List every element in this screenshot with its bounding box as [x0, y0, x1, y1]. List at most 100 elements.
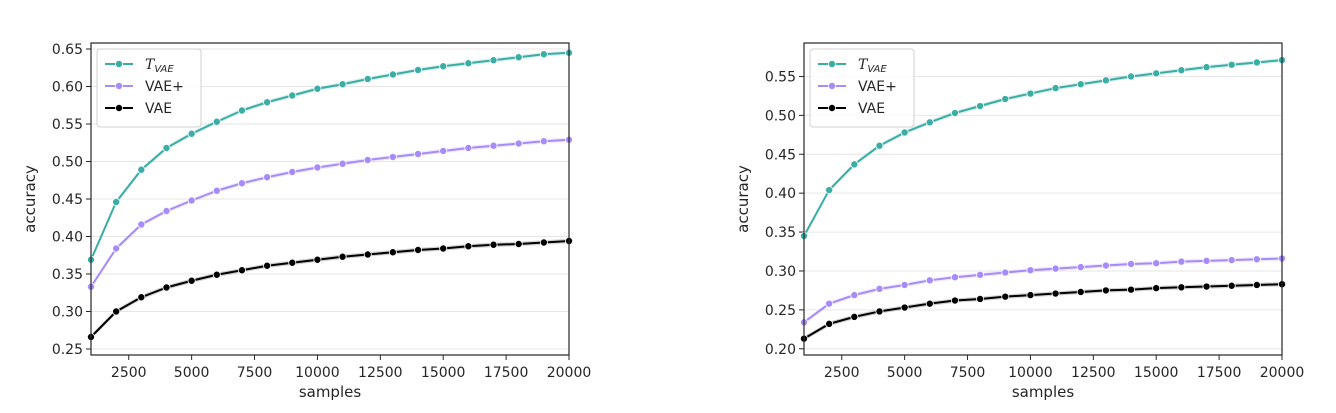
data-point [1051, 264, 1060, 273]
x-tick-label: 7500 [237, 365, 273, 381]
series-line [90, 138, 570, 288]
data-point [1101, 286, 1110, 295]
data-point [313, 163, 322, 172]
y-tick-label: 0.40 [52, 230, 83, 246]
data-point [976, 294, 985, 303]
series-vae- [87, 135, 574, 291]
series-vae- [800, 254, 1287, 327]
data-point [1026, 89, 1035, 98]
data-point [925, 118, 934, 127]
data-point [1101, 76, 1110, 85]
data-point [1026, 291, 1035, 300]
data-point [112, 244, 121, 253]
x-tick-label: 12500 [1071, 365, 1116, 381]
data-point [338, 159, 347, 168]
chart-panel-1: 0.25 0.30 0.35 0.40 0.45 0.50 0.55 0.60 0.65 2500… [21, 42, 591, 401]
legend: TVAE VAE+ VAE [809, 48, 915, 128]
x-tick-label: 15000 [1134, 365, 1179, 381]
x-tick-label: 15000 [421, 365, 466, 381]
series-vae [800, 280, 1287, 343]
data-point [1202, 256, 1211, 265]
series-line [90, 240, 570, 338]
data-point [137, 220, 146, 229]
plot-frame [803, 42, 1283, 356]
data-point [1152, 284, 1161, 293]
data-point [1152, 259, 1161, 268]
data-point [1127, 285, 1136, 294]
data-point [1051, 289, 1060, 298]
data-point [875, 307, 884, 316]
data-point [414, 245, 423, 254]
x-tick-label: 7500 [950, 365, 986, 381]
x-tick-label: 10000 [295, 365, 340, 381]
series-line [803, 283, 1283, 340]
data-point [288, 91, 297, 100]
data-point [388, 70, 397, 79]
legend-marker [828, 82, 837, 91]
data-point [825, 319, 834, 328]
data-point [489, 56, 498, 65]
data-point [850, 291, 859, 300]
data-point [363, 155, 372, 164]
data-point [263, 173, 272, 182]
data-point [313, 255, 322, 264]
data-point [137, 165, 146, 174]
data-point [439, 146, 448, 155]
data-point [313, 84, 322, 93]
x-tick-label: 20000 [1260, 365, 1305, 381]
plot-frame [90, 42, 570, 356]
series-t [800, 56, 1287, 240]
legend-marker [115, 82, 124, 91]
data-point [1127, 72, 1136, 81]
y-tick-label: 0.35 [52, 267, 83, 283]
data-point [414, 66, 423, 75]
y-axis-label: accuracy [734, 165, 752, 233]
data-point [363, 250, 372, 259]
data-point [464, 59, 473, 68]
legend-label: VAE+ [858, 79, 897, 95]
x-axis-label: samples [1012, 383, 1075, 401]
x-tick-label: 5000 [174, 365, 210, 381]
data-point [112, 197, 121, 206]
data-point [137, 293, 146, 302]
y-tick-label: 0.40 [765, 186, 796, 202]
chart-panel-2: 0.20 0.25 0.30 0.35 0.40 0.45 0.50 0.55 2500 5000… [734, 42, 1305, 401]
data-point [263, 261, 272, 270]
data-point [439, 244, 448, 253]
data-point [237, 106, 246, 115]
legend-marker [115, 60, 124, 69]
data-point [464, 143, 473, 152]
data-point [514, 53, 523, 62]
data-point [1227, 281, 1236, 290]
series-line [803, 257, 1283, 324]
data-point [1001, 268, 1010, 277]
y-tick-label: 0.30 [765, 264, 796, 280]
data-point [288, 167, 297, 176]
x-axis-label: samples [299, 383, 362, 401]
data-point [539, 50, 548, 59]
data-point [850, 312, 859, 321]
data-point [875, 141, 884, 150]
data-point [338, 252, 347, 261]
legend-label: TVAE [858, 57, 887, 75]
data-point [950, 296, 959, 305]
data-point [1252, 280, 1261, 289]
data-point [1227, 256, 1236, 265]
y-axis-label: accuracy [21, 165, 39, 233]
data-point [1177, 257, 1186, 266]
data-point [1001, 292, 1010, 301]
data-point [1127, 259, 1136, 268]
data-point [850, 160, 859, 169]
series-vae [87, 236, 574, 341]
legend-marker [828, 104, 837, 113]
y-tick-label: 0.50 [52, 155, 83, 171]
y-tick-label: 0.30 [52, 305, 83, 321]
data-point [212, 186, 221, 195]
data-point [1202, 63, 1211, 72]
data-point [976, 102, 985, 111]
x-tick-label: 17500 [1197, 365, 1242, 381]
y-tick-label: 0.55 [52, 117, 83, 133]
series-line [803, 59, 1283, 237]
data-point [237, 266, 246, 275]
x-tick-label: 5000 [887, 365, 923, 381]
